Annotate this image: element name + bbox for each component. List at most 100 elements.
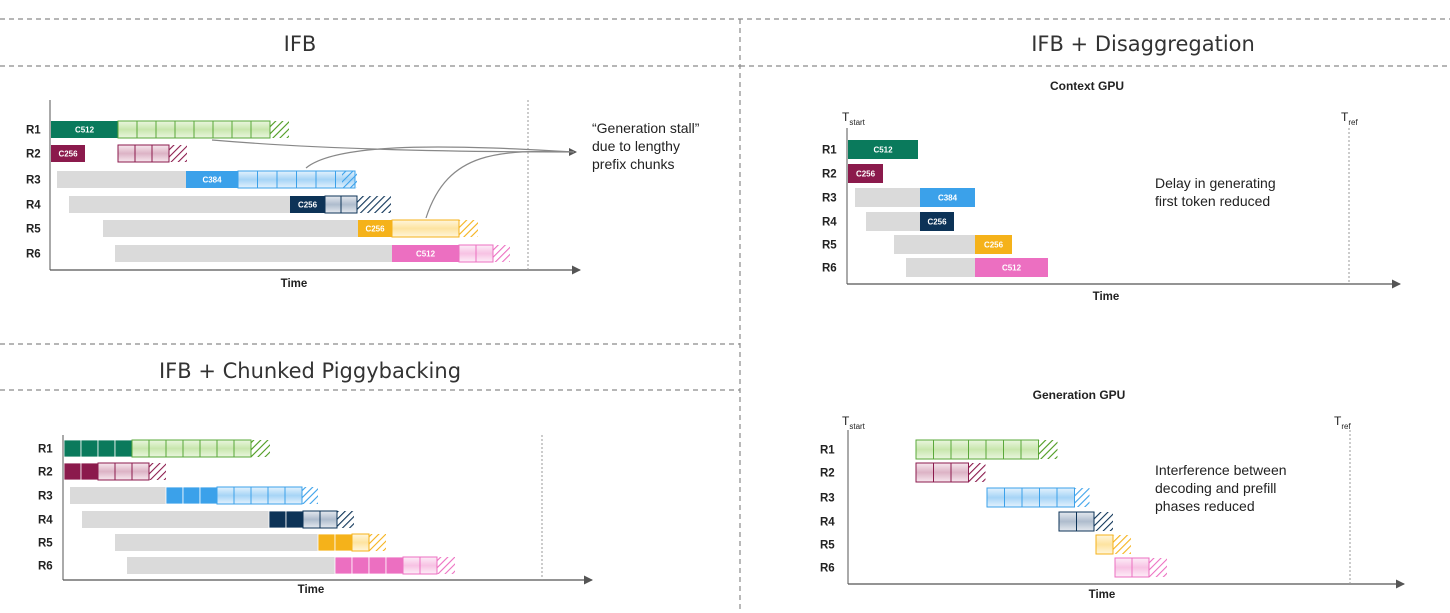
finish-hatch-3 <box>302 487 318 504</box>
chunked-title: IFB + Chunked Piggybacking <box>159 359 461 383</box>
t-ref-letter: T <box>1341 110 1349 124</box>
disagg-title: IFB + Disaggregation <box>1031 32 1255 56</box>
row-label-r1: R1 <box>822 145 837 157</box>
prefill-square <box>80 439 99 458</box>
t-start-letter: T <box>842 110 850 124</box>
row-label-r2: R2 <box>822 169 837 181</box>
t-ref-subscript: ref <box>1348 118 1358 127</box>
row-label-r2: R2 <box>820 468 835 480</box>
finish-hatch-2 <box>968 463 986 482</box>
t-start-letter: T <box>842 414 850 428</box>
interference-annotation: Interference between decoding and prefil… <box>1155 462 1290 514</box>
stall-arrow-r1 <box>211 139 577 156</box>
stall-line-3: prefix chunks <box>592 156 674 172</box>
chip-label-1: C512 <box>75 126 95 135</box>
finish-hatch-4 <box>357 196 391 213</box>
chip-label-1: C512 <box>873 146 893 155</box>
prefill-chip-2 <box>51 145 85 162</box>
prefill-square <box>182 486 201 505</box>
chip-label-5: C256 <box>365 225 385 234</box>
finish-hatch-1 <box>270 121 289 138</box>
prefill-square <box>317 533 336 552</box>
row-label-r1: R1 <box>38 444 53 456</box>
finish-hatch-5 <box>459 220 478 237</box>
time-axis-label: Time <box>281 278 308 290</box>
finish-hatch-3 <box>342 171 357 188</box>
delay-annotation: Delay in generating first token reduced <box>1155 175 1280 209</box>
wait-bar-3 <box>70 487 166 504</box>
decode-steps-5 <box>1095 534 1114 555</box>
wait-bar-3 <box>57 171 186 188</box>
decode-steps-5 <box>351 533 370 552</box>
interference-line-3: phases reduced <box>1155 498 1255 514</box>
decode-steps-1 <box>131 439 252 458</box>
prefill-square <box>97 439 116 458</box>
row-label-r4: R4 <box>38 515 53 527</box>
wait-bar-4 <box>82 511 269 528</box>
t-start-label: Tstart <box>842 414 866 431</box>
finish-hatch-3 <box>1074 488 1090 507</box>
wait-bar-6 <box>115 245 392 262</box>
prefill-square <box>80 462 99 481</box>
decode-steps-5 <box>391 219 460 238</box>
decode-steps-3 <box>986 487 1075 508</box>
prefill-chip-2 <box>848 164 883 183</box>
time-axis-label: Time <box>1089 589 1116 601</box>
row-label-r4: R4 <box>26 200 41 212</box>
prefill-chip-3 <box>920 188 975 207</box>
stall-line-2: due to lengthy <box>592 138 680 154</box>
row-label-r6: R6 <box>38 561 53 573</box>
stall-line-1: “Generation stall” <box>592 120 700 136</box>
time-axis-label: Time <box>1093 291 1120 303</box>
row-label-r6: R6 <box>26 249 41 261</box>
chip-label-3: C384 <box>202 176 222 185</box>
prefill-square <box>63 462 82 481</box>
time-axis-label: Time <box>298 584 325 596</box>
chip-label-3: C384 <box>938 194 958 203</box>
row-label-r3: R3 <box>822 193 837 205</box>
delay-line-2: first token reduced <box>1155 193 1270 209</box>
delay-line-1: Delay in generating <box>1155 175 1276 191</box>
row-label-r5: R5 <box>26 224 41 236</box>
stall-arrow-r5 <box>425 150 575 219</box>
finish-hatch-5 <box>369 534 386 551</box>
prefill-square <box>199 486 218 505</box>
stall-arrows <box>211 139 577 219</box>
wait-bar-5 <box>115 534 318 551</box>
stall-annotation: “Generation stall” due to lengthy prefix… <box>592 120 703 172</box>
prefill-chip-1 <box>51 121 118 138</box>
row-label-r6: R6 <box>822 263 837 275</box>
finish-hatch-1 <box>1038 440 1058 459</box>
finish-hatch-4 <box>1094 512 1113 531</box>
wait-bar-4 <box>866 212 920 231</box>
row-label-r1: R1 <box>820 445 835 457</box>
finish-hatch-2 <box>149 463 166 480</box>
row-label-r3: R3 <box>26 175 41 187</box>
row-label-r5: R5 <box>822 240 837 252</box>
context-gpu-title: Context GPU <box>1050 79 1124 93</box>
prefill-square <box>334 533 353 552</box>
wait-bar-4 <box>69 196 290 213</box>
t-start-label: Tstart <box>842 110 866 127</box>
wait-bar-5 <box>103 220 358 237</box>
chip-label-6: C512 <box>416 250 436 259</box>
row-label-r5: R5 <box>38 538 53 550</box>
prefill-square <box>285 510 304 529</box>
prefill-square <box>334 556 353 575</box>
row-label-r4: R4 <box>822 217 837 229</box>
prefill-square <box>385 556 404 575</box>
prefill-square <box>351 556 370 575</box>
wait-bar-5 <box>894 235 975 254</box>
prefill-square <box>114 439 133 458</box>
decode-steps-2 <box>97 462 150 481</box>
t-ref-subscript: ref <box>1341 422 1351 431</box>
finish-hatch-5 <box>1113 535 1131 554</box>
wait-bar-6 <box>127 557 335 574</box>
prefill-chip-5 <box>358 220 392 237</box>
prefill-chip-4 <box>920 212 954 231</box>
row-label-r5: R5 <box>820 540 835 552</box>
decode-steps-3 <box>216 486 303 505</box>
t-ref-letter: T <box>1334 414 1342 428</box>
